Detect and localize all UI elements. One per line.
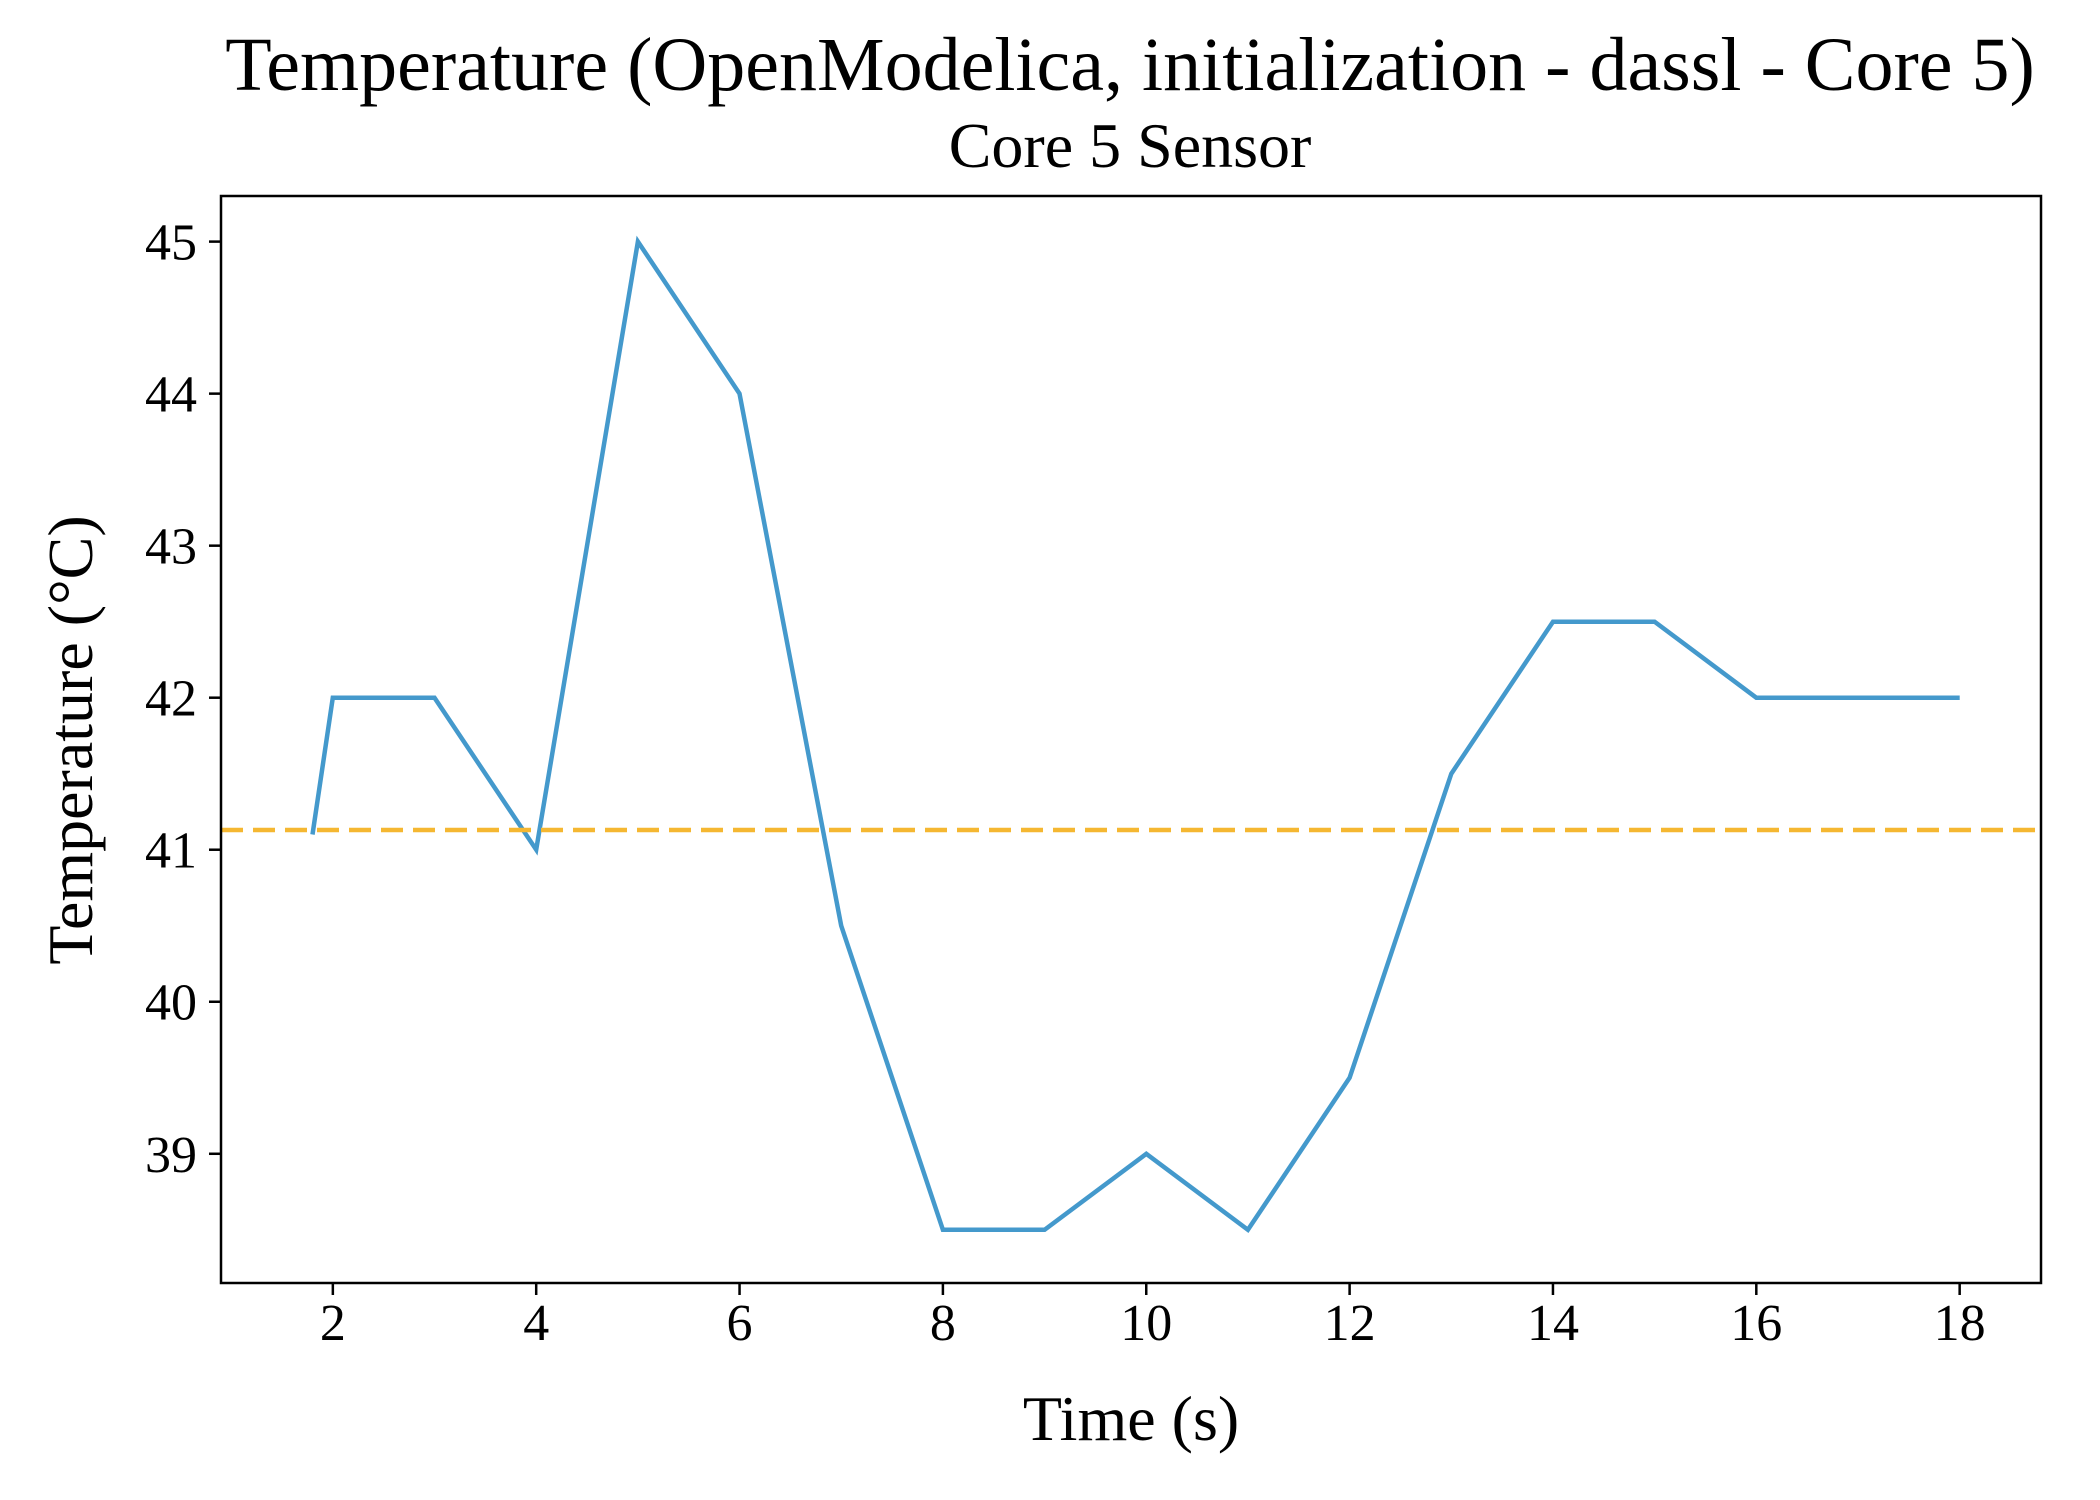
x-tick-label: 2: [320, 1295, 346, 1352]
plot-frame: [219, 194, 2043, 1285]
chart-title: Temperature (OpenModelica, initializatio…: [225, 23, 2035, 107]
plot-area: [221, 235, 2041, 1234]
y-axis: 39 40 41 42 43 44 45: [145, 215, 221, 1184]
y-tick-label: 45: [145, 215, 197, 272]
x-tick-label: 18: [1934, 1295, 1986, 1352]
y-tick-label: 44: [145, 367, 197, 424]
chart-subtitle: Core 5 Sensor: [949, 110, 1312, 181]
y-tick-label: 39: [145, 1127, 197, 1184]
x-tick-label: 10: [1120, 1295, 1172, 1352]
x-tick-label: 8: [930, 1295, 956, 1352]
y-tick-label: 43: [145, 519, 197, 576]
x-axis-label: Time (s): [1023, 1383, 1239, 1454]
x-axis: 2 4 6 8 10 12 14 16 18: [320, 1283, 1986, 1352]
x-tick-label: 14: [1527, 1295, 1579, 1352]
x-tick-label: 16: [1730, 1295, 1782, 1352]
x-tick-label: 12: [1324, 1295, 1376, 1352]
x-tick-label: 4: [523, 1295, 549, 1352]
y-tick-label: 42: [145, 671, 197, 728]
y-tick-label: 41: [145, 823, 197, 880]
series-0-line: [310, 235, 1960, 1234]
y-tick-label: 40: [145, 975, 197, 1032]
y-axis-label: Temperature (°C): [35, 515, 106, 964]
x-tick-label: 6: [727, 1295, 753, 1352]
